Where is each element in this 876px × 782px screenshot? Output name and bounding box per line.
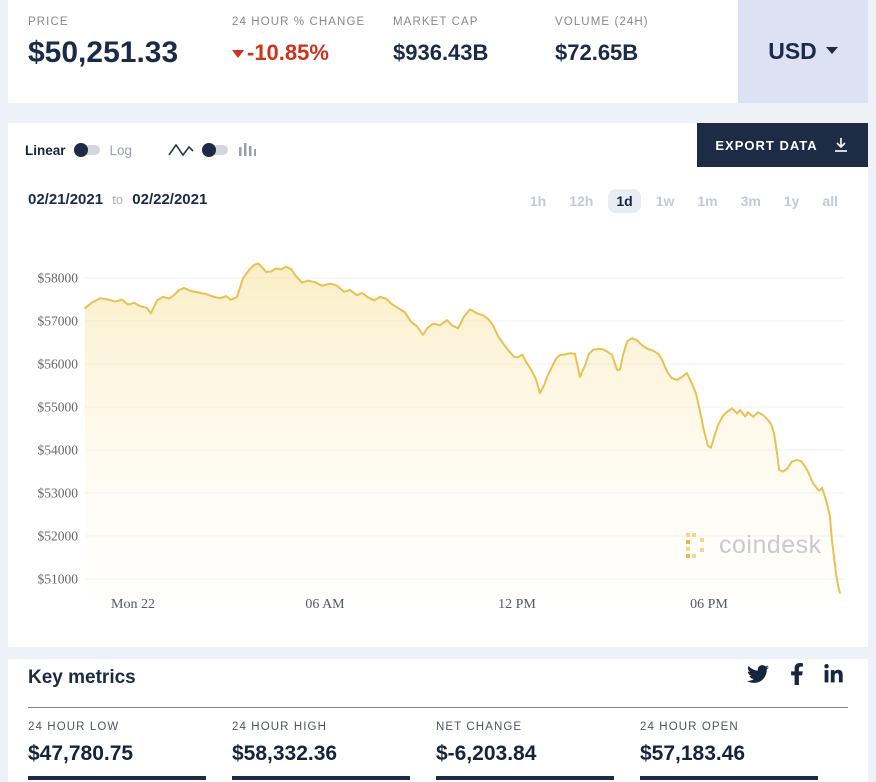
y-axis-label: $54000 xyxy=(38,443,79,458)
metric-label: 24 HOUR LOW xyxy=(28,721,120,733)
metric-value: $58,332.36 xyxy=(232,742,338,765)
range-button-1y[interactable]: 1y xyxy=(783,193,800,209)
y-axis-label: $57000 xyxy=(38,314,79,329)
metric-value: $-6,203.84 xyxy=(436,742,537,765)
price-summary-card: PRICE $50,251.33 24 HOUR % CHANGE -10.85… xyxy=(8,0,868,103)
volume-value: $72.65B xyxy=(555,40,639,65)
coindesk-watermark: coindesk xyxy=(686,531,822,560)
date-to-word: to xyxy=(112,192,124,207)
bar-chart-icon[interactable] xyxy=(238,141,257,159)
price-chart[interactable]: $58000 $57000 $56000 $55000 $54000 $53000 $520… xyxy=(16,245,852,617)
change-label: 24 HOUR % CHANGE xyxy=(232,16,366,28)
key-metrics-card: Key metrics 24 HOUR LOW $47,780.75 24 HOUR… xyxy=(8,659,868,782)
range-button-all[interactable]: all xyxy=(822,193,838,209)
time-range-buttons: 1h 12h 1d 1w 1m 3m 1y all xyxy=(522,189,846,213)
social-share-row xyxy=(745,663,844,685)
metric-label: 24 HOUR HIGH xyxy=(232,721,327,733)
metric-underline xyxy=(640,776,818,780)
scale-toggle[interactable] xyxy=(73,143,100,157)
twitter-icon[interactable] xyxy=(745,663,771,685)
export-data-label: EXPORT DATA xyxy=(715,137,818,153)
range-button-1d[interactable]: 1d xyxy=(608,189,641,213)
range-button-1h[interactable]: 1h xyxy=(529,193,547,209)
y-axis-label: $53000 xyxy=(38,486,79,501)
price-area-fill xyxy=(85,263,840,600)
metric-24-hour-low: 24 HOUR LOW $47,780.75 xyxy=(28,721,232,780)
range-button-12h[interactable]: 12h xyxy=(569,193,594,209)
y-axis-label: $56000 xyxy=(38,357,79,372)
price-stat: PRICE $50,251.33 xyxy=(28,16,178,70)
line-chart-icon[interactable] xyxy=(168,141,194,159)
market-cap-value: $936.43B xyxy=(393,40,489,65)
chart-type-toggle[interactable] xyxy=(202,143,229,157)
linear-scale-label[interactable]: Linear xyxy=(25,142,66,158)
price-down-arrow-icon xyxy=(232,50,244,59)
volume-stat: VOLUME (24H) $72.65B xyxy=(555,16,649,66)
chart-scale-controls: Linear Log xyxy=(25,141,257,159)
change-percent: -10.85% xyxy=(247,40,329,65)
metrics-row: 24 HOUR LOW $47,780.75 24 HOUR HIGH $58,332… xyxy=(28,721,844,780)
metric-underline xyxy=(436,776,614,780)
market-cap-label: MARKET CAP xyxy=(393,16,479,28)
x-axis-label: 12 PM xyxy=(498,597,536,612)
linkedin-icon[interactable] xyxy=(823,663,844,685)
export-data-button[interactable]: EXPORT DATA xyxy=(697,123,868,167)
metric-24-hour-open: 24 HOUR OPEN $57,183.46 xyxy=(640,721,844,780)
metric-underline xyxy=(28,776,206,780)
chevron-down-icon xyxy=(825,47,838,54)
date-from-input[interactable]: 02/21/2021 xyxy=(28,191,104,208)
metric-value: $57,183.46 xyxy=(640,742,746,765)
range-button-1w[interactable]: 1w xyxy=(655,193,675,209)
y-axis-label: $55000 xyxy=(38,400,79,415)
metric-value: $47,780.75 xyxy=(28,742,134,765)
toggle-knob xyxy=(73,143,88,157)
download-icon xyxy=(834,138,847,152)
price-value: $50,251.33 xyxy=(28,36,179,69)
log-scale-label[interactable]: Log xyxy=(109,142,133,158)
toggle-knob xyxy=(202,143,217,157)
date-to-input[interactable]: 02/22/2021 xyxy=(132,191,208,208)
volume-label: VOLUME (24H) xyxy=(555,16,649,28)
chart-card: Linear Log EXPORT DATA 02/21/2021 to 02/… xyxy=(8,123,868,647)
metric-label: 24 HOUR OPEN xyxy=(640,721,739,733)
metric-underline xyxy=(232,776,410,780)
x-axis-label: Mon 22 xyxy=(111,597,155,612)
y-axis-label: $58000 xyxy=(38,271,79,286)
change-value: -10.85% xyxy=(232,40,365,66)
coindesk-watermark-text: coindesk xyxy=(719,531,822,559)
y-axis-label: $52000 xyxy=(38,529,79,544)
range-button-3m[interactable]: 3m xyxy=(740,193,761,209)
date-range: 02/21/2021 to 02/22/2021 xyxy=(28,191,207,208)
metric-label: NET CHANGE xyxy=(436,721,523,733)
metric-net-change: NET CHANGE $-6,203.84 xyxy=(436,721,640,780)
currency-label: USD xyxy=(768,38,817,64)
price-line xyxy=(84,262,841,594)
range-button-1m[interactable]: 1m xyxy=(697,193,718,209)
x-axis-label: 06 AM xyxy=(305,597,345,612)
x-axis-label: 06 PM xyxy=(690,597,728,612)
currency-selector[interactable]: USD xyxy=(738,0,868,103)
coindesk-logo-icon xyxy=(686,532,704,558)
divider xyxy=(28,707,848,708)
y-axis-label: $51000 xyxy=(38,572,79,587)
market-cap-stat: MARKET CAP $936.43B xyxy=(393,16,488,66)
change-stat: 24 HOUR % CHANGE -10.85% xyxy=(232,16,365,66)
metric-24-hour-high: 24 HOUR HIGH $58,332.36 xyxy=(232,721,436,780)
facebook-icon[interactable] xyxy=(790,663,804,685)
price-label: PRICE xyxy=(28,16,69,28)
key-metrics-title: Key metrics xyxy=(28,667,136,688)
